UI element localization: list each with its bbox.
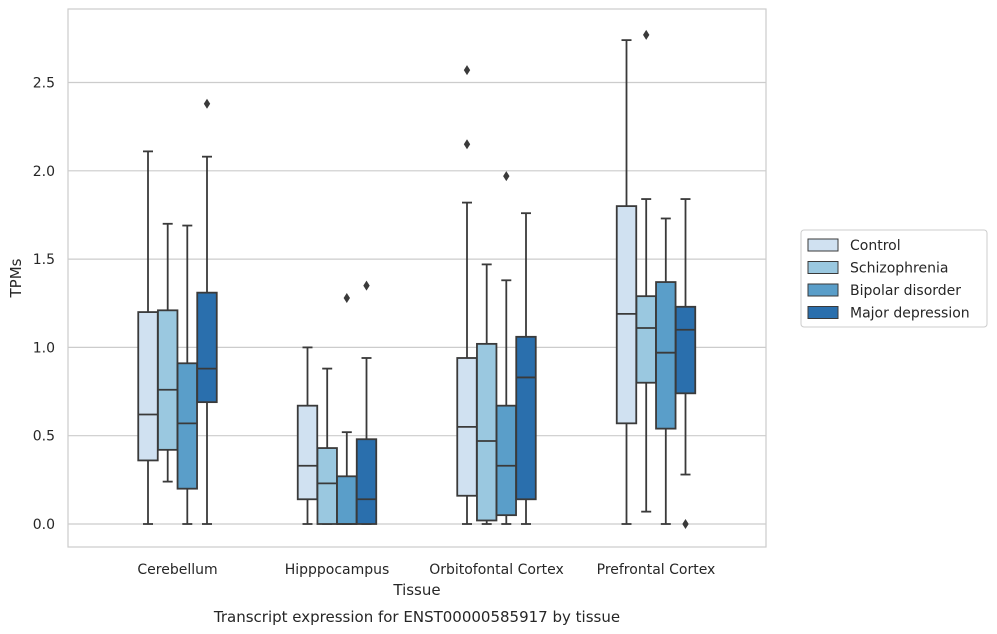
y-tick-label: 0.0 <box>33 517 55 533</box>
y-tick-label: 1.0 <box>33 340 55 356</box>
outlier-point <box>203 98 211 109</box>
box-iqr <box>176 362 198 490</box>
outlier-point <box>643 29 650 40</box>
legend-label: Schizophrenia <box>850 261 948 277</box>
x-tick-labels: Cerebellum Hipppocampus Orbitofontal Corte… <box>137 562 715 578</box>
outlier-point <box>343 292 350 303</box>
box-iqr <box>355 438 378 525</box>
box-iqr <box>316 447 338 525</box>
box-iqr <box>336 475 358 525</box>
legend-swatch <box>807 283 839 297</box>
x-tick-label: Orbitofontal Cortex <box>429 562 564 578</box>
box-0-1 <box>296 346 319 525</box>
box-iqr <box>137 311 159 462</box>
legend-swatch <box>807 261 839 274</box>
box-0-2 <box>456 65 478 525</box>
x-tick-label: Hipppocampus <box>285 562 390 578</box>
legend-label: Bipolar disorder <box>850 283 961 299</box>
box-iqr <box>674 305 697 395</box>
box-3-2 <box>515 212 537 525</box>
box-3-1 <box>355 280 378 525</box>
legend-swatch <box>807 306 839 319</box>
y-tick-label: 1.5 <box>33 252 55 268</box>
box-iqr <box>635 295 657 384</box>
outlier-point <box>463 139 471 150</box>
box-iqr <box>476 342 498 522</box>
y-tick-label: 0.5 <box>33 429 55 445</box>
legend-frame <box>800 229 988 328</box>
box-iqr <box>495 404 517 517</box>
box-0-3 <box>615 39 638 525</box>
outlier-point <box>363 280 370 291</box>
box-iqr <box>196 291 218 404</box>
box-3-3 <box>674 198 697 529</box>
box-0-0 <box>137 150 159 525</box>
x-axis-label: Tissue <box>392 581 440 599</box>
box-1-0 <box>157 222 179 483</box>
box-iqr <box>296 404 319 501</box>
box-1-1 <box>316 367 338 525</box>
box-2-1 <box>336 292 358 525</box>
box-1-2 <box>476 263 498 525</box>
legend-swatch <box>807 238 839 252</box>
outlier-point <box>463 65 471 76</box>
box-3-0 <box>196 98 218 525</box>
legend: Control Schizophrenia Bipolar disorder Majo… <box>800 229 988 328</box>
y-axis-label: TPMs <box>7 258 25 298</box>
chart-caption: Transcript expression for ENST0000058591… <box>213 608 620 626</box>
y-tick-label: 2.0 <box>33 164 55 180</box>
outlier-point <box>682 519 689 529</box>
box-2-3 <box>655 217 677 525</box>
legend-label: Control <box>850 238 901 254</box>
outlier-point <box>503 171 510 182</box>
legend-label: Major depression <box>850 306 970 322</box>
y-tick-labels: 0.0 0.5 1.0 1.5 2.0 2.5 <box>33 76 55 534</box>
box-iqr <box>515 335 537 501</box>
box-iqr <box>655 281 677 430</box>
x-tick-label: Prefrontal Cortex <box>597 562 716 578</box>
box-iqr <box>157 309 179 451</box>
box-series <box>137 29 697 529</box>
box-1-3 <box>635 29 657 513</box>
plot-frame <box>67 8 767 548</box>
y-tick-label: 2.5 <box>33 76 55 92</box>
x-tick-label: Cerebellum <box>137 562 217 578</box>
box-2-0 <box>176 224 198 525</box>
